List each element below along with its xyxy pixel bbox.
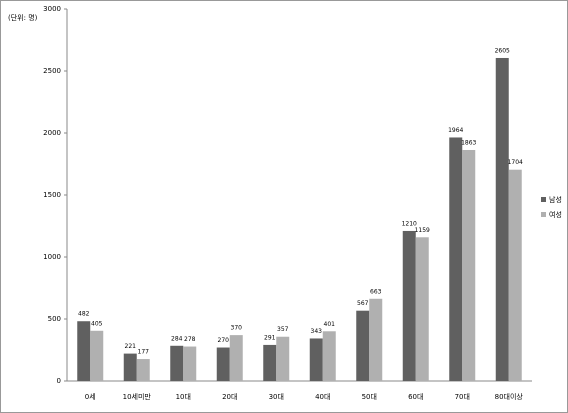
bar [322, 331, 336, 381]
bar [229, 335, 243, 381]
data-label: 343 [311, 328, 323, 335]
y-tick-label: 1000 [43, 253, 61, 261]
bar [77, 321, 91, 381]
bar [136, 359, 150, 381]
x-tick-label: 0세 [85, 392, 96, 401]
data-label: 1964 [448, 127, 463, 134]
bar [415, 237, 429, 381]
data-label: 284 [171, 335, 183, 342]
y-axis-unit: (단위: 명) [8, 13, 38, 22]
data-label: 370 [231, 325, 243, 332]
data-label: 270 [218, 337, 230, 344]
data-label: 401 [324, 321, 336, 328]
bar [369, 298, 383, 381]
y-tick-label: 2500 [43, 67, 61, 75]
y-tick-label: 500 [48, 315, 61, 323]
x-tick-label: 80대이상 [495, 392, 524, 401]
data-label: 221 [125, 343, 137, 350]
data-label: 1704 [508, 159, 523, 166]
bar [402, 230, 416, 381]
data-label: 291 [264, 334, 276, 341]
data-label: 1159 [415, 227, 430, 234]
legend-label: 남성 [549, 195, 562, 204]
data-label: 278 [184, 336, 196, 343]
x-tick-label: 20대 [222, 393, 237, 401]
bar [309, 338, 323, 381]
legend-swatch [541, 197, 546, 202]
x-tick-label: 50대 [362, 393, 377, 401]
bar [170, 345, 184, 381]
data-label: 357 [277, 326, 289, 333]
x-tick-label: 10세미만 [123, 392, 152, 401]
bar [276, 336, 290, 381]
bar [495, 57, 509, 381]
bar [508, 169, 522, 381]
y-tick-label: 3000 [43, 5, 61, 13]
data-label: 177 [138, 349, 150, 356]
data-label: 482 [78, 311, 90, 318]
bar [90, 330, 104, 381]
bar [356, 310, 370, 381]
x-tick-label: 30대 [269, 393, 284, 401]
y-tick-label: 1500 [43, 191, 61, 199]
data-label: 567 [357, 300, 369, 307]
x-tick-label: 40대 [315, 393, 330, 401]
legend-label: 여성 [549, 210, 562, 219]
data-label: 1210 [402, 220, 417, 227]
x-tick-label: 70대 [455, 393, 470, 401]
x-tick-label: 60대 [408, 393, 423, 401]
y-tick-label: 2000 [43, 129, 61, 137]
bar [216, 347, 230, 381]
data-label: 1863 [461, 139, 476, 146]
bar [462, 149, 476, 381]
data-label: 663 [370, 288, 382, 295]
bar [449, 137, 463, 381]
data-label: 2605 [495, 47, 510, 54]
bar [183, 346, 197, 381]
x-tick-label: 10대 [176, 393, 191, 401]
legend-swatch [541, 212, 546, 217]
y-tick-label: 0 [57, 377, 61, 385]
data-label: 405 [91, 320, 103, 327]
bar [123, 353, 137, 381]
bar [263, 344, 277, 381]
